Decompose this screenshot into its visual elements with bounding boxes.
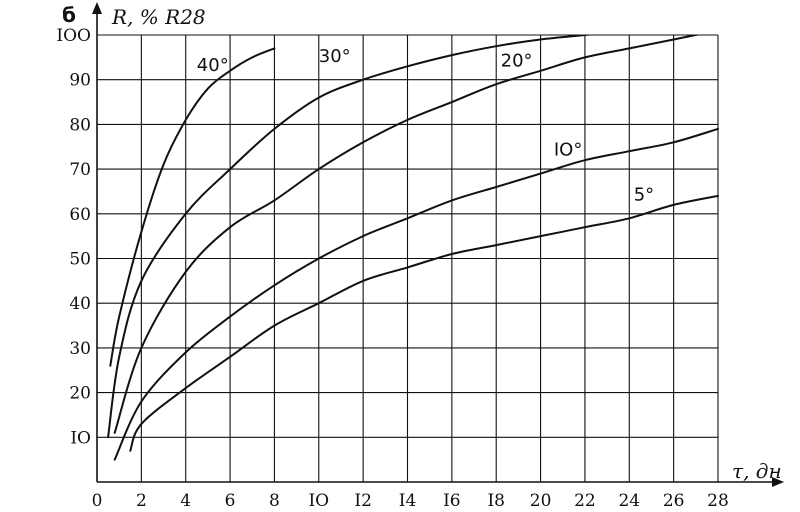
- y-axis-title: R, % R28: [111, 5, 206, 29]
- y-tick-label-0: IO: [70, 428, 91, 448]
- y-tick-label-9: IOO: [56, 26, 91, 46]
- axes: [92, 2, 784, 487]
- curve-series-3: [113, 127, 719, 461]
- x-tick-label-5: IO: [308, 491, 329, 511]
- series-label-2: 20°: [501, 50, 533, 71]
- x-tick-label-2: 4: [180, 491, 191, 511]
- x-tick-label-9: I8: [487, 491, 505, 511]
- curve-series-0: [109, 47, 276, 367]
- x-tick-label-14: 28: [707, 491, 729, 511]
- x-tick-label-7: I4: [399, 491, 417, 511]
- x-tick-label-13: 26: [663, 491, 685, 511]
- y-tick-label-3: 40: [69, 294, 91, 314]
- x-tick-label-8: I6: [443, 491, 461, 511]
- x-tick-label-11: 22: [574, 491, 596, 511]
- x-tick-label-10: 20: [530, 491, 552, 511]
- series-label-3: IO°: [554, 140, 582, 161]
- y-tick-labels: IO 20 30 40 50 60 70 80 90 IOO: [56, 26, 91, 448]
- y-tick-label-4: 50: [69, 250, 91, 270]
- y-tick-label-2: 30: [69, 339, 91, 359]
- curve-series-2: [113, 35, 701, 434]
- x-tick-label-12: 24: [618, 491, 640, 511]
- panel-label: б: [62, 3, 76, 27]
- x-tick-label-3: 6: [225, 491, 236, 511]
- y-tick-label-1: 20: [69, 384, 91, 404]
- curves: [107, 35, 719, 461]
- y-tick-label-5: 60: [69, 205, 91, 225]
- curve-series-4: [129, 194, 719, 452]
- series-label-1: 30°: [319, 46, 351, 67]
- y-tick-label-6: 70: [69, 160, 91, 180]
- series-label-0: 40°: [197, 55, 229, 76]
- x-tick-label-4: 8: [269, 491, 280, 511]
- y-tick-label-8: 90: [69, 71, 91, 91]
- x-tick-label-1: 2: [136, 491, 147, 511]
- x-axis-title: τ, дн: [732, 459, 782, 483]
- curve-series-1: [107, 35, 595, 439]
- series-labels: 40° 30° 20° IO° 5°: [197, 46, 654, 206]
- y-axis-arrow: [92, 2, 102, 14]
- series-label-4: 5°: [634, 184, 654, 205]
- x-tick-label-0: 0: [92, 491, 103, 511]
- x-tick-labels: 0 2 4 6 8 IO I2 I4 I6 I8 20 22 24 26 28: [92, 491, 729, 511]
- x-axis-arrow: [772, 477, 784, 487]
- x-tick-label-6: I2: [354, 491, 372, 511]
- y-tick-label-7: 80: [69, 115, 91, 135]
- grid: [97, 34, 719, 482]
